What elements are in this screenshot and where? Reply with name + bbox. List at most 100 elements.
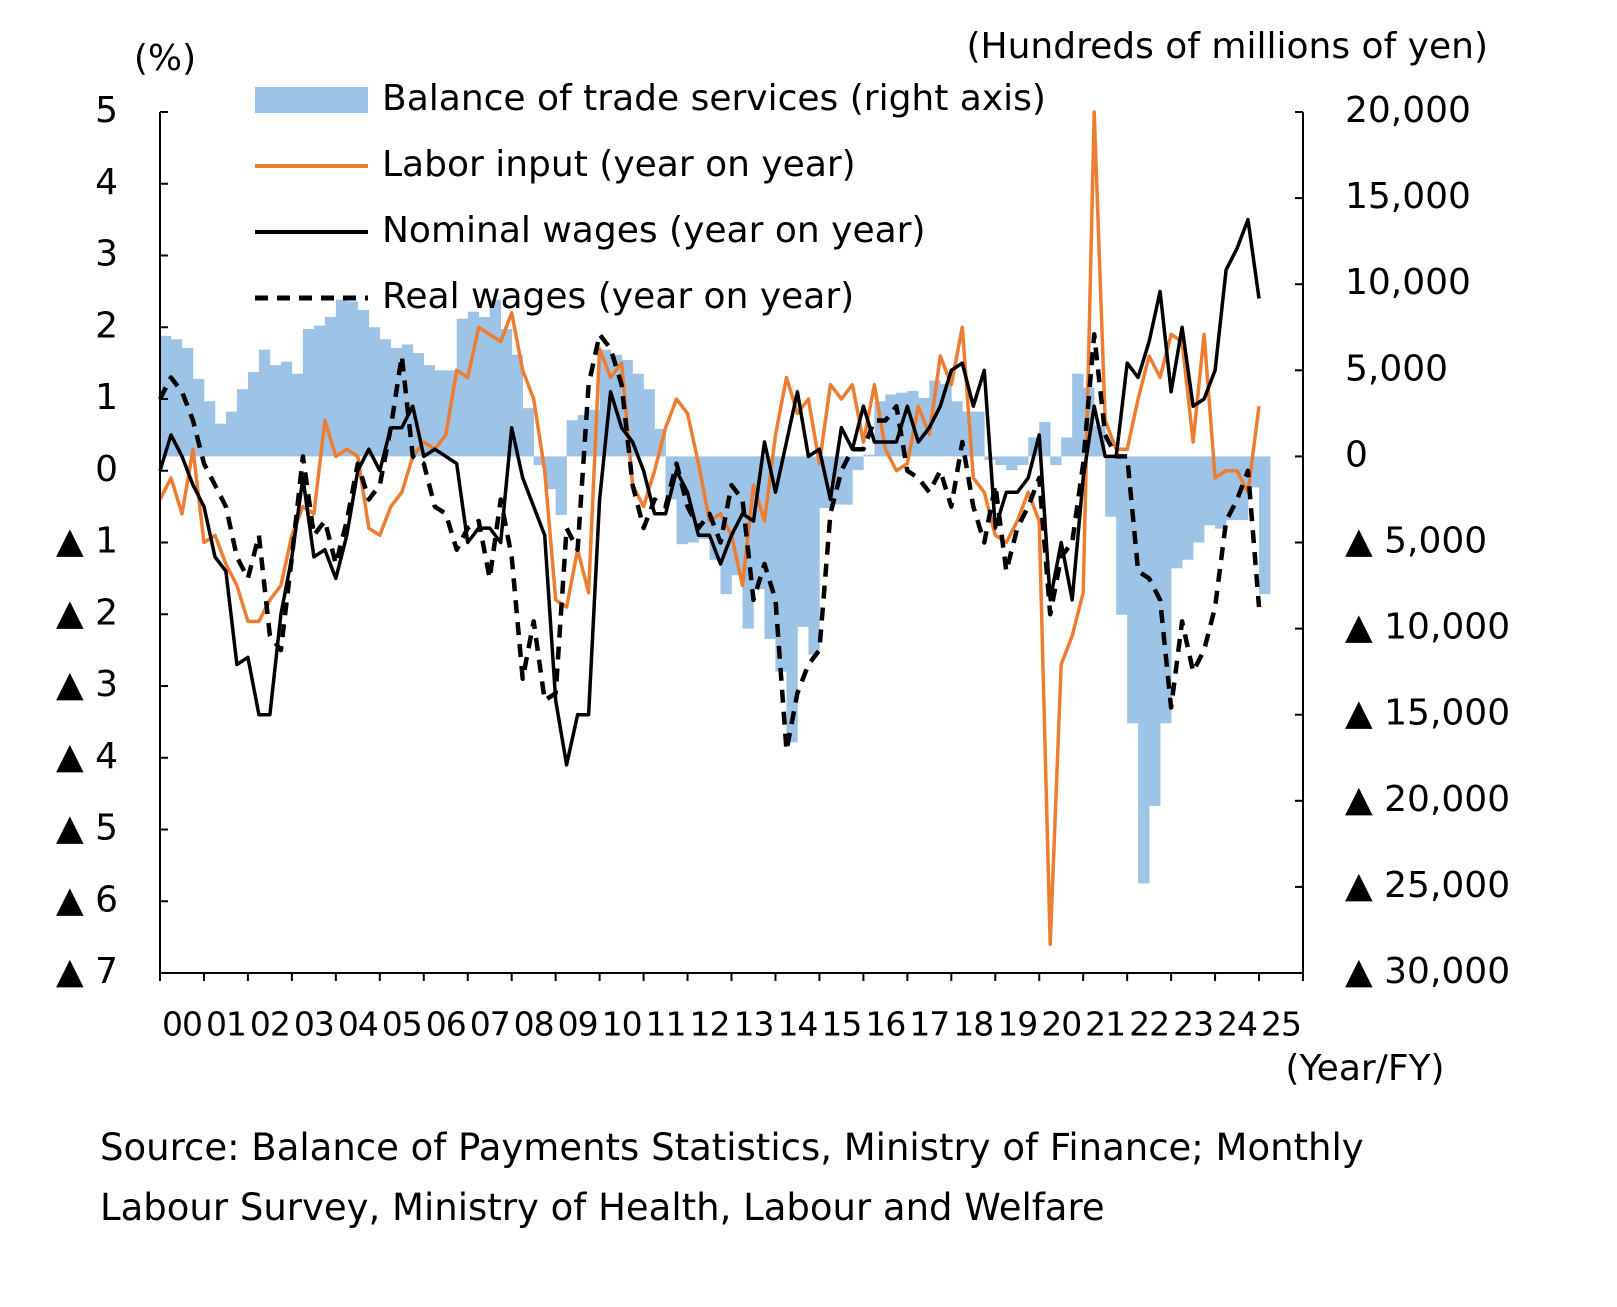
y2-tick-label: ▲ 20,000 xyxy=(1345,779,1510,820)
bar xyxy=(467,311,480,457)
bar xyxy=(731,456,743,576)
bar xyxy=(1127,456,1139,724)
bar xyxy=(291,373,304,457)
y2-tick-label: 10,000 xyxy=(1345,262,1471,303)
x-tick-label: 12 xyxy=(690,1005,730,1044)
bar xyxy=(236,389,249,457)
bar xyxy=(632,373,644,457)
legend: Balance of trade services (right axis) La… xyxy=(255,78,1046,317)
y-tick-label: 5 xyxy=(95,90,118,131)
x-tick-label: 22 xyxy=(1129,1005,1169,1044)
bar xyxy=(324,316,337,457)
bar xyxy=(456,318,469,457)
y-tick-label: 0 xyxy=(95,449,118,490)
y2-tick-label: ▲ 25,000 xyxy=(1345,865,1510,906)
x-tick-label: 08 xyxy=(514,1005,554,1044)
y-tick-label: ▲ 4 xyxy=(56,736,118,777)
x-tick-label: 05 xyxy=(382,1005,422,1044)
x-tick-label: 18 xyxy=(953,1005,993,1044)
x-tick-label: 21 xyxy=(1085,1005,1125,1044)
bar xyxy=(214,423,227,457)
line-series xyxy=(157,332,1262,753)
bar xyxy=(1149,456,1161,806)
bar xyxy=(973,411,985,457)
bar xyxy=(852,456,864,471)
x-tick-label: 09 xyxy=(558,1005,598,1044)
bar xyxy=(313,325,326,457)
y2-tick-label: ▲ 30,000 xyxy=(1345,951,1510,992)
bar xyxy=(544,456,556,490)
bar xyxy=(962,411,974,457)
bar xyxy=(269,365,282,457)
bar xyxy=(346,301,359,457)
legend-label: Nominal wages (year on year) xyxy=(382,210,926,251)
y-tick-label: ▲ 6 xyxy=(56,879,118,920)
bar xyxy=(511,354,523,457)
legend-label: Labor input (year on year) xyxy=(382,144,856,185)
x-axis-label: (Year/FY) xyxy=(1285,1048,1444,1089)
x-tick-label: 01 xyxy=(206,1005,246,1044)
bar xyxy=(775,456,787,672)
bar xyxy=(522,408,534,457)
bar xyxy=(412,353,425,457)
bar xyxy=(247,372,260,457)
bar xyxy=(258,349,271,457)
x-tick-label: 11 xyxy=(646,1005,686,1044)
x-tick-label: 10 xyxy=(602,1005,642,1044)
bar xyxy=(995,456,1007,466)
bar xyxy=(1171,456,1183,569)
bar xyxy=(1061,437,1073,457)
bar xyxy=(874,401,886,457)
bar xyxy=(1006,456,1018,471)
bar xyxy=(555,456,567,515)
chart: (%) (Hundreds of millions of yen) (Year/… xyxy=(56,26,1510,1089)
x-tick-label: 14 xyxy=(777,1005,817,1044)
x-tick-label: 06 xyxy=(426,1005,466,1044)
bar xyxy=(940,384,952,457)
y2-tick-label: 15,000 xyxy=(1345,176,1471,217)
bar xyxy=(808,456,820,655)
x-tick-label: 04 xyxy=(338,1005,378,1044)
y-tick-label: ▲ 5 xyxy=(56,808,118,849)
bar xyxy=(489,299,502,457)
bar xyxy=(203,401,216,457)
bar xyxy=(445,370,458,457)
bar xyxy=(753,456,765,589)
bar xyxy=(764,456,776,639)
bar xyxy=(1204,456,1216,526)
bar xyxy=(192,378,205,457)
x-tick-label: 02 xyxy=(250,1005,290,1044)
bar xyxy=(423,365,436,457)
bar xyxy=(1017,456,1029,466)
bar xyxy=(1226,456,1238,521)
bar xyxy=(918,397,930,457)
x-tick-label: 16 xyxy=(865,1005,905,1044)
y-axis-label: (%) xyxy=(134,38,196,79)
x-tick-label: 24 xyxy=(1217,1005,1257,1044)
bar xyxy=(830,456,842,505)
y-tick-label: ▲ 1 xyxy=(56,521,118,562)
x-tick-label: 17 xyxy=(909,1005,949,1044)
y-tick-label: ▲ 3 xyxy=(56,664,118,705)
bar xyxy=(401,344,414,457)
bar xyxy=(280,361,293,457)
lines xyxy=(157,110,1262,947)
bar xyxy=(1138,456,1150,884)
bar xyxy=(566,420,578,457)
legend-label: Real wages (year on year) xyxy=(382,276,854,317)
y-tick-label: 3 xyxy=(95,234,118,275)
bar xyxy=(797,456,809,627)
bar xyxy=(841,456,853,505)
source-note: Source: Balance of Payments Statistics, … xyxy=(100,1126,1364,1229)
bar xyxy=(390,347,403,457)
x-tick-label: 20 xyxy=(1041,1005,1081,1044)
bar xyxy=(1182,456,1194,560)
x-tick-label: 07 xyxy=(470,1005,510,1044)
line-series xyxy=(158,110,1261,947)
y2-tick-label: ▲ 15,000 xyxy=(1345,693,1510,734)
bar xyxy=(368,327,381,457)
bar xyxy=(1094,425,1106,457)
bar xyxy=(786,456,798,743)
x-tick-label: 15 xyxy=(821,1005,861,1044)
bar xyxy=(533,456,545,466)
